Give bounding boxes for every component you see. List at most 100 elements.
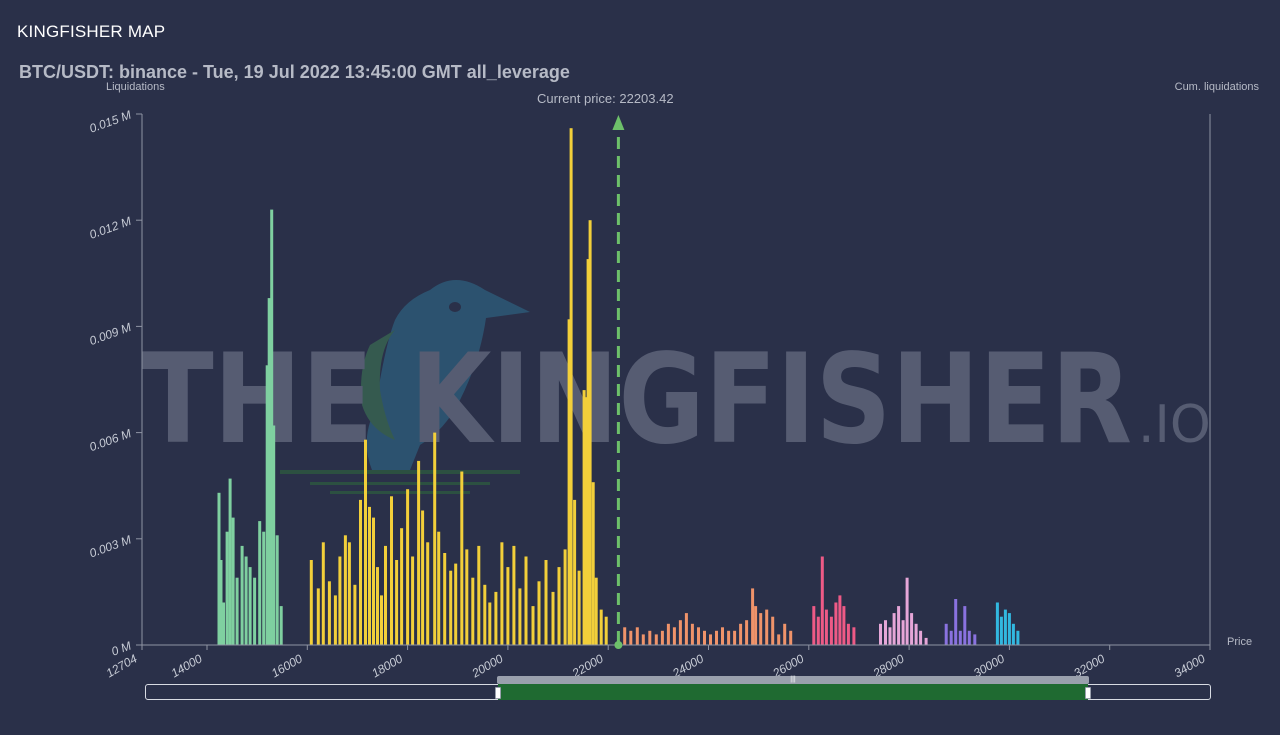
navigator-scrollbar[interactable]: ||| xyxy=(497,676,1089,684)
bar xyxy=(524,556,528,645)
bar xyxy=(834,602,838,645)
bar xyxy=(995,602,999,645)
watermark: THE KINGFISHER .IO xyxy=(142,280,1211,494)
bar xyxy=(333,595,337,645)
bar xyxy=(812,606,816,645)
bar xyxy=(500,542,504,645)
bar xyxy=(604,616,608,645)
bar xyxy=(279,606,283,645)
bar xyxy=(924,637,928,645)
bar xyxy=(465,549,469,645)
bar xyxy=(684,613,688,645)
bar xyxy=(897,606,901,645)
bar xyxy=(569,128,573,645)
bar xyxy=(905,577,909,645)
bar xyxy=(421,510,425,645)
bar xyxy=(557,567,561,645)
bar xyxy=(1016,630,1020,645)
bar xyxy=(506,567,510,645)
bar xyxy=(262,531,266,645)
bar xyxy=(771,616,775,645)
bar xyxy=(338,556,342,645)
bar xyxy=(884,620,887,645)
bar xyxy=(531,606,535,645)
kingfisher-logo-icon xyxy=(280,280,530,494)
bar xyxy=(244,556,248,645)
bar xyxy=(765,609,769,645)
bar xyxy=(733,630,737,645)
bar xyxy=(309,560,313,645)
navigator-right-handle[interactable] xyxy=(1085,687,1091,699)
bar xyxy=(892,613,896,645)
bar xyxy=(963,606,967,645)
bar xyxy=(272,425,276,645)
scrollbar-grip-icon[interactable]: ||| xyxy=(790,676,796,683)
bar xyxy=(623,627,627,645)
bar xyxy=(635,627,639,645)
bar xyxy=(235,577,239,645)
bar xyxy=(944,623,948,645)
bar xyxy=(563,549,567,645)
bar xyxy=(240,545,244,645)
bar xyxy=(395,560,399,645)
bar xyxy=(343,535,347,645)
bar xyxy=(454,563,458,645)
bar xyxy=(1003,609,1007,645)
bar xyxy=(443,553,447,645)
bar xyxy=(573,499,577,645)
bar xyxy=(599,609,603,645)
bar xyxy=(353,584,357,645)
bar xyxy=(852,627,856,645)
bar xyxy=(648,630,652,645)
bar xyxy=(494,591,498,645)
bar xyxy=(838,595,842,645)
bar xyxy=(591,482,595,645)
bar xyxy=(577,570,581,645)
bar xyxy=(715,630,718,645)
navigator[interactable] xyxy=(145,684,1211,700)
bar xyxy=(654,634,658,645)
watermark-suffix: .IO xyxy=(1138,395,1211,455)
x-axis-title: Price xyxy=(1227,636,1253,648)
bar xyxy=(697,627,700,645)
bar xyxy=(433,432,437,645)
x-tick-label: 16000 xyxy=(269,651,305,680)
x-tick-label: 14000 xyxy=(169,651,205,680)
bar xyxy=(594,577,598,645)
bar xyxy=(816,616,820,645)
bar xyxy=(231,517,235,645)
bar xyxy=(327,581,331,645)
bar xyxy=(384,545,387,645)
y-tick-label: 0.015 M xyxy=(87,108,133,136)
navigator-selected-range[interactable] xyxy=(498,684,1088,700)
current-price-dot xyxy=(614,641,623,649)
bar xyxy=(641,634,645,645)
x-tick-label: 18000 xyxy=(369,651,405,680)
y2-axis-title: Cum. liquidations xyxy=(1174,81,1259,93)
bar xyxy=(879,623,882,645)
bar xyxy=(426,542,430,645)
app-title: KINGFISHER MAP xyxy=(17,22,166,41)
bars-group xyxy=(217,128,1020,645)
bar xyxy=(629,630,633,645)
bar xyxy=(544,560,548,645)
bar xyxy=(584,397,588,645)
bar xyxy=(842,606,846,645)
bar xyxy=(270,209,274,645)
y-tick-label: 0.003 M xyxy=(87,532,133,560)
bar xyxy=(745,620,749,645)
bar xyxy=(267,298,271,645)
bar xyxy=(222,602,225,645)
bar xyxy=(949,630,953,645)
navigator-left-handle[interactable] xyxy=(495,687,501,699)
y-tick-label: 0.006 M xyxy=(87,426,133,454)
y-tick-label: 0.012 M xyxy=(87,214,133,242)
bar xyxy=(754,606,758,645)
bar xyxy=(364,439,367,645)
bar xyxy=(376,567,379,645)
bar xyxy=(390,496,393,645)
bar xyxy=(973,634,977,645)
bar xyxy=(751,588,755,645)
bar xyxy=(253,577,257,645)
bar xyxy=(406,489,410,645)
